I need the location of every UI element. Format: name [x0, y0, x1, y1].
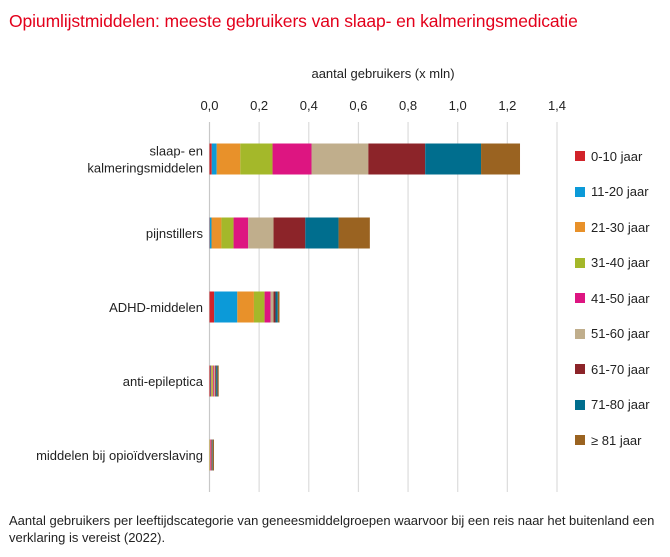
- bar-segment: [305, 217, 339, 249]
- legend-swatch: [575, 186, 585, 197]
- legend-swatch: [575, 364, 585, 374]
- bar-segment: [210, 365, 212, 397]
- x-tick-labels: 0,0 0,2 0,4 0,6 0,8 1,0 1,2 1,4: [200, 98, 566, 113]
- legend-swatch: [575, 435, 585, 445]
- category-label: anti-epileptica: [123, 374, 204, 389]
- bar-segment: [221, 217, 234, 249]
- bar-segment: [214, 365, 216, 397]
- legend-label: 11-20 jaar: [591, 184, 649, 199]
- legend-item: 11-20 jaar: [575, 184, 649, 200]
- legend-label: 71-80 jaar: [591, 397, 650, 412]
- x-tick-label: 0,2: [250, 98, 268, 113]
- bar-segment: [216, 365, 218, 397]
- legend-label: ≥ 81 jaar: [591, 432, 642, 448]
- bar-segment: [216, 143, 241, 175]
- legend-label: 31-40 jaar: [591, 255, 650, 270]
- bar-segment: [248, 217, 274, 249]
- bar-segment: [211, 217, 222, 249]
- bar-segment: [425, 143, 482, 175]
- legend-swatch: [575, 151, 585, 161]
- legend-item: ≥ 81 jaar: [575, 432, 642, 448]
- x-tick-label: 0,8: [399, 98, 417, 113]
- legend-item: 61-70 jaar: [575, 361, 650, 377]
- bar-segment: [209, 143, 212, 175]
- bar-segment: [209, 217, 212, 249]
- x-tick-label: 1,2: [498, 98, 516, 113]
- legend-swatch: [575, 399, 585, 410]
- bar-segment: [253, 291, 265, 323]
- legend-label: 51-60 jaar: [591, 326, 650, 341]
- legend-swatch: [575, 257, 585, 268]
- x-tick-label: 1,0: [449, 98, 467, 113]
- bar-segment: [338, 217, 370, 249]
- bar-segment: [211, 365, 213, 397]
- bar-segment: [275, 291, 278, 323]
- x-tick-label: 0,6: [349, 98, 367, 113]
- legend-label: 0-10 jaar: [591, 148, 643, 164]
- bar-segment: [272, 143, 312, 175]
- x-tick-label: 0,0: [200, 98, 218, 113]
- gridlines: [208, 122, 558, 492]
- legend-item: 51-60 jaar: [575, 326, 650, 342]
- bar-segment: [273, 217, 306, 249]
- bar-segment: [211, 439, 213, 471]
- x-tick-label: 1,4: [548, 98, 566, 113]
- bar-segment: [213, 365, 215, 397]
- bar-segment: [217, 365, 219, 397]
- legend-item: 71-80 jaar: [575, 397, 650, 413]
- bar-segment: [368, 143, 426, 175]
- bar-segment: [273, 291, 276, 323]
- bar-segment: [233, 217, 249, 249]
- bar-segment: [277, 291, 280, 323]
- bar-segment: [237, 291, 254, 323]
- bars: [209, 143, 521, 471]
- bar-segment: [209, 439, 211, 471]
- bar-segment: [212, 365, 214, 397]
- legend-item: 21-30 jaar: [575, 219, 650, 235]
- chart-title: Opiumlijstmiddelen: meeste gebruikers va…: [9, 11, 578, 31]
- category-label: slaap- en kalmeringsmiddelen: [87, 144, 203, 176]
- legend-swatch: [575, 222, 585, 232]
- bar-segment: [212, 439, 213, 471]
- category-label: middelen bij opioïdverslaving: [36, 448, 203, 463]
- bar-segment: [212, 439, 214, 471]
- bar-segment: [481, 143, 521, 175]
- bar-segment: [209, 365, 211, 397]
- bar-segment: [214, 291, 238, 323]
- category-labels: slaap- en kalmeringsmiddelen pijnstillers A…: [36, 144, 204, 464]
- bar-segment: [209, 291, 215, 323]
- legend-label: 61-70 jaar: [591, 361, 650, 377]
- bar-segment: [311, 143, 369, 175]
- x-tick-label: 0,4: [300, 98, 318, 113]
- legend-swatch: [575, 293, 585, 303]
- legend-item: 0-10 jaar: [575, 148, 642, 164]
- bar-segment: [270, 291, 274, 323]
- legend-label: 21-30 jaar: [591, 219, 650, 235]
- category-label: pijnstillers: [146, 226, 204, 241]
- bar-segment: [210, 439, 212, 471]
- legend-swatch: [575, 328, 585, 339]
- legend-item: 31-40 jaar: [575, 255, 650, 271]
- bar-segment: [240, 143, 273, 175]
- legend-item: 41-50 jaar: [575, 290, 650, 306]
- bar-segment: [215, 365, 217, 397]
- bar-segment: [264, 291, 271, 323]
- category-label: ADHD-middelen: [109, 300, 203, 315]
- x-axis-title: aantal gebruikers (x mln): [311, 66, 455, 81]
- chart-caption: Aantal gebruikers per leeftijdscategorie…: [9, 513, 655, 545]
- bar-segment: [211, 143, 217, 175]
- legend-label: 41-50 jaar: [591, 290, 650, 306]
